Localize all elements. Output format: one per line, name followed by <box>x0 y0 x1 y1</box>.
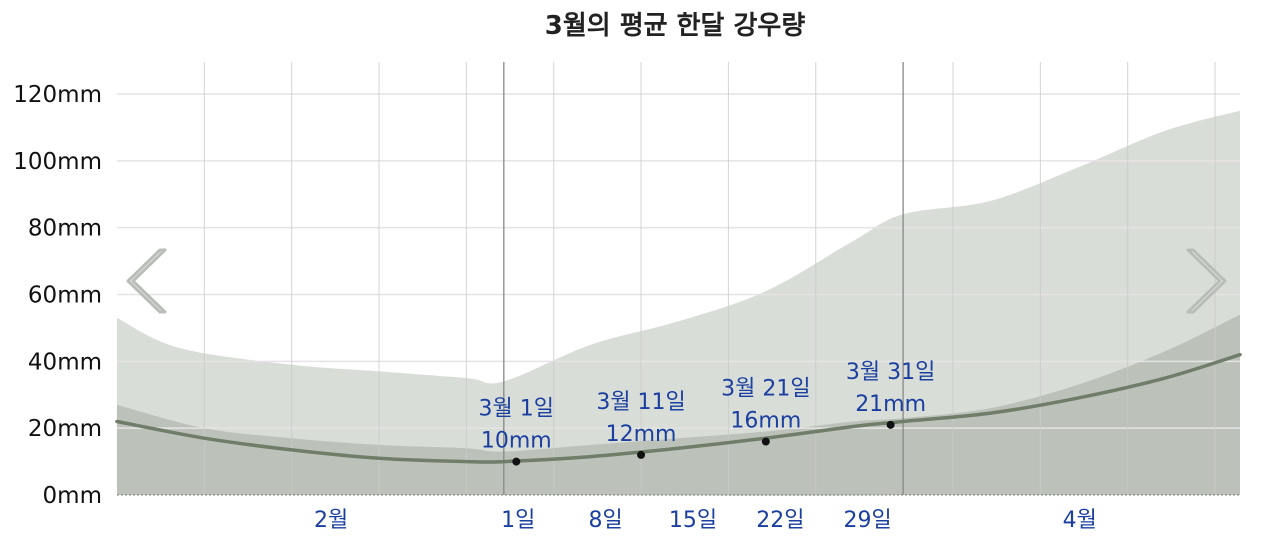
x-axis-ticks: 2월 1일 8일 15일 22일 29일 4월 <box>314 508 1097 533</box>
annotation-point <box>886 420 895 429</box>
y-axis-ticks: 0mm 20mm 40mm 60mm 80mm 100mm 120mm <box>13 82 102 509</box>
annotation-date-label: 3월 31일 <box>846 360 935 385</box>
y-tick-label: 80mm <box>28 216 102 242</box>
chart-title: 3월의 평균 한달 강우량 <box>545 11 806 41</box>
y-tick-label: 0mm <box>43 483 102 509</box>
x-tick-label: 22일 <box>756 508 804 533</box>
y-tick-label: 100mm <box>13 149 102 175</box>
x-tick-label: 2월 <box>314 508 348 533</box>
x-tick-label: 1일 <box>501 508 535 533</box>
y-tick-label: 120mm <box>13 82 102 108</box>
y-tick-label: 60mm <box>28 283 102 309</box>
chevron-right-icon <box>1186 248 1227 314</box>
annotation-value-label: 16mm <box>730 409 801 434</box>
x-tick-label: 29일 <box>844 508 892 533</box>
mean-rainfall-line <box>115 352 1242 464</box>
annotation-point <box>637 450 646 459</box>
annotation-value-label: 12mm <box>606 422 677 447</box>
prev-month-button[interactable] <box>120 235 180 325</box>
rainfall-bands <box>117 110 1240 496</box>
annotation-point <box>761 437 770 446</box>
inner-band-area <box>117 314 1240 495</box>
chevron-left-icon <box>126 248 167 314</box>
x-tick-label: 4월 <box>1063 508 1097 533</box>
outer-band-area <box>117 110 1240 496</box>
next-month-button[interactable] <box>1175 235 1235 325</box>
annotation-date-label: 3월 1일 <box>479 397 554 422</box>
y-tick-label: 40mm <box>28 349 102 375</box>
x-tick-label: 8일 <box>589 508 623 533</box>
annotation-point <box>512 457 521 466</box>
annotations: 3월 1일 10mm 3월 11일 12mm 3월 21일 16mm 3월 31일 21mm <box>479 360 935 466</box>
gridlines <box>117 62 1240 496</box>
x-tick-label: 15일 <box>669 508 717 533</box>
y-tick-label: 20mm <box>28 416 102 442</box>
annotation-value-label: 21mm <box>855 392 926 417</box>
annotation-value-label: 10mm <box>481 429 552 454</box>
annotation-date-label: 3월 11일 <box>596 390 685 415</box>
annotation-date-label: 3월 21일 <box>721 377 810 402</box>
mean-line-path <box>115 352 1242 464</box>
